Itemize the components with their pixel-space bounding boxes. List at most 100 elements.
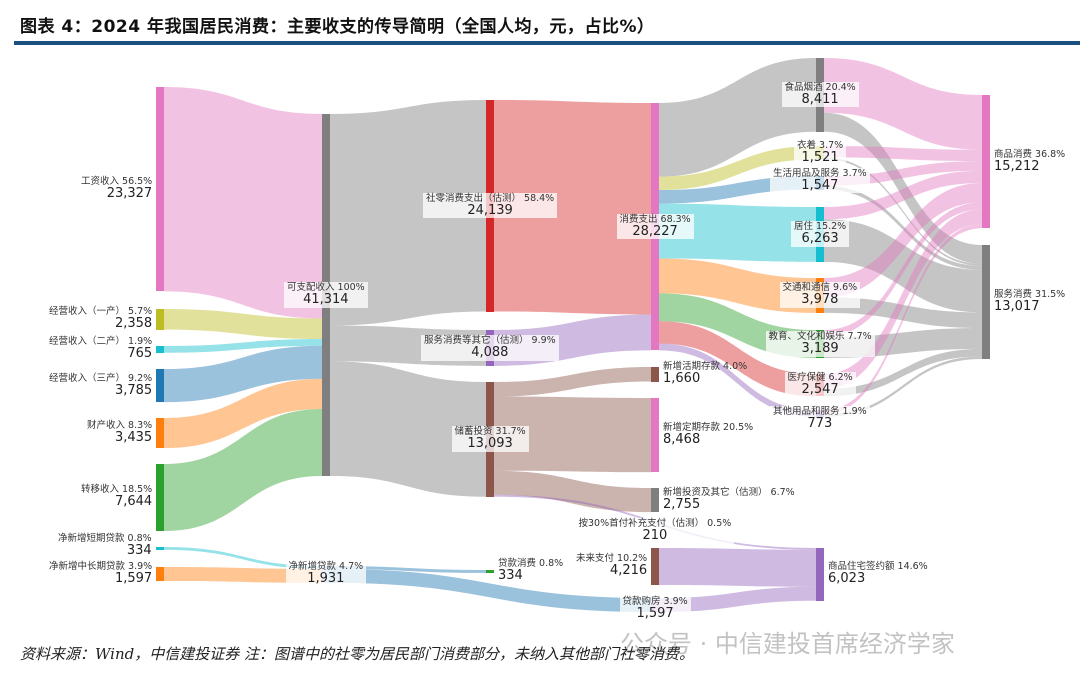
node-value: 7,644	[114, 494, 153, 510]
node-value: 773	[807, 416, 833, 432]
node-label-goods: 商品消费 36.8% 15,212	[994, 148, 1066, 174]
node-value: 4,088	[471, 344, 509, 360]
node-value: 2,547	[801, 382, 839, 398]
link-future-resi	[659, 548, 816, 587]
node-name: 净新增贷款 4.7%	[288, 561, 364, 573]
link-disp-save	[330, 361, 486, 497]
node-value: 3,435	[114, 430, 153, 446]
node-name: 财产收入 8.3%	[87, 420, 153, 432]
node-sloan	[156, 547, 164, 550]
node-label-daily: 生活用品及服务 3.7% 1,547	[770, 167, 870, 194]
node-label-save: 储蓄投资 31.7% 13,093	[451, 426, 529, 452]
node-value: 3,978	[801, 292, 839, 308]
link-disp-retail	[330, 100, 486, 326]
link-prop-disp	[164, 378, 322, 449]
node-name: 服务消费等其它（估测） 9.9%	[424, 334, 556, 346]
node-name: 商品住宅签约额 14.6%	[828, 561, 928, 573]
node-name: 衣着 3.7%	[797, 139, 844, 151]
node-biz2	[156, 346, 164, 353]
node-label-cloth: 衣着 3.7% 1,521	[794, 139, 847, 166]
node-label-future: 未来支付 10.2% 4,216	[576, 554, 647, 578]
link-edu-goods	[824, 202, 982, 338]
node-value: 24,139	[467, 202, 513, 218]
node-value: 6,023	[828, 571, 866, 587]
node-name: 储蓄投资 31.7%	[454, 426, 526, 438]
node-name: 食品烟酒 20.4%	[784, 81, 856, 93]
link-traffic-goods	[824, 183, 982, 298]
link-cons-other	[659, 343, 816, 417]
link-cons-food	[659, 58, 816, 177]
node-value: 4,216	[609, 563, 648, 579]
node-label-edu: 教育、文化和娱乐 7.7% 3,189	[765, 330, 875, 357]
node-biz3	[156, 369, 164, 403]
link-wage-disp	[164, 87, 322, 319]
node-value: 1,597	[636, 605, 674, 621]
node-value: 8,468	[663, 432, 701, 448]
node-services	[982, 245, 990, 360]
node-value: 28,227	[632, 223, 678, 239]
node-future	[651, 548, 659, 585]
node-name: 新增投资及其它（估测） 6.7%	[663, 487, 795, 499]
node-name: 贷款购房 3.9%	[622, 595, 688, 607]
node-resi	[816, 548, 824, 601]
node-value: 13,093	[467, 436, 513, 452]
node-label-prop: 财产收入 8.3% 3,435	[87, 421, 152, 445]
node-name: 经营收入（一产） 5.7%	[49, 306, 153, 318]
node-label-svc: 服务消费等其它（估测） 9.9% 4,088	[421, 334, 559, 361]
node-label-netloan: 净新增贷款 4.7% 1,931	[285, 561, 367, 588]
node-name: 转移收入 18.5%	[81, 484, 153, 496]
link-save-invest	[494, 470, 651, 513]
node-value: 13,017	[994, 298, 1040, 314]
link-house-goods	[824, 170, 982, 220]
link-other-services	[824, 356, 982, 417]
node-name: 贷款消费 0.8%	[498, 558, 564, 570]
node-value: 334	[126, 543, 152, 559]
link-biz3-disp	[164, 345, 322, 403]
node-name: 商品消费 36.8%	[994, 148, 1066, 160]
node-label-biz1: 经营收入（一产） 5.7% 2,358	[49, 307, 152, 331]
node-label-biz2: 经营收入（二产） 1.9% 765	[49, 337, 152, 361]
node-wage	[156, 87, 164, 292]
node-label-house: 居住 15.2% 6,263	[791, 221, 850, 248]
link-traffic-services	[824, 297, 982, 328]
node-value: 765	[127, 346, 153, 362]
link-save-time	[494, 396, 651, 473]
node-value: 2,358	[114, 316, 153, 332]
link-cons-traffic	[659, 258, 816, 313]
node-label-wage: 工资收入 56.5% 23,327	[81, 177, 152, 201]
link-biz1-disp	[164, 309, 322, 340]
node-name: 新增活期存款 4.0%	[663, 361, 748, 373]
node-label-retail: 社零消费支出（估测） 58.4% 24,139	[423, 192, 558, 219]
node-value: 3,785	[114, 382, 153, 398]
sankey-chart: 工资收入 56.5% 23,327 经营收入（一产） 5.7% 2,358 经营收入（二…	[49, 58, 1066, 622]
link-lloan-netloan	[164, 567, 322, 583]
link-daily-services	[824, 185, 982, 270]
node-demand	[651, 367, 659, 382]
node-prop	[156, 418, 164, 449]
node-label-mort: 贷款购房 3.9% 1,597	[619, 595, 691, 622]
node-value: 15,212	[994, 158, 1040, 174]
node-lloan	[156, 567, 164, 581]
node-name: 工资收入 56.5%	[81, 176, 153, 188]
node-name: 生活用品及服务 3.7%	[773, 167, 867, 179]
node-label-trans: 转移收入 18.5% 7,644	[81, 485, 152, 509]
title-divider	[14, 41, 1080, 45]
node-label-sloan: 净新增短期贷款 0.8% 334	[58, 534, 152, 558]
node-label-biz3: 经营收入（三产） 9.2% 3,785	[49, 373, 153, 398]
node-name: 净新增短期贷款 0.8%	[58, 533, 152, 545]
node-label-lloan: 净新增中长期贷款 3.9% 1,597	[49, 562, 152, 586]
link-retail-cons	[494, 100, 651, 315]
link-netloan-loancons	[330, 566, 486, 573]
link-med-goods	[824, 209, 982, 389]
node-biz1	[156, 309, 164, 330]
node-label-med: 医疗保健 6.2% 2,547	[784, 372, 856, 398]
node-name: 教育、文化和娱乐 7.7%	[768, 330, 872, 342]
figure-title: 图表 4：2024 年我国居民消费：主要收支的传导简明（全国人均，元，占比%）	[20, 17, 655, 37]
node-label-invest: 新增投资及其它（估测） 6.7% 2,755	[663, 488, 795, 512]
node-value: 2,755	[663, 497, 701, 513]
link-cons-house	[659, 203, 816, 262]
node-name: 服务消费 31.5%	[994, 289, 1066, 301]
link-other-goods	[824, 224, 982, 415]
source-footnote: 资料来源：Wind，中信建投证券 注：图谱中的社零为居民部门消费部分，未纳入其他…	[20, 645, 694, 663]
node-label-down: 按30%首付补充支付（估测） 0.5% 210	[575, 518, 735, 544]
